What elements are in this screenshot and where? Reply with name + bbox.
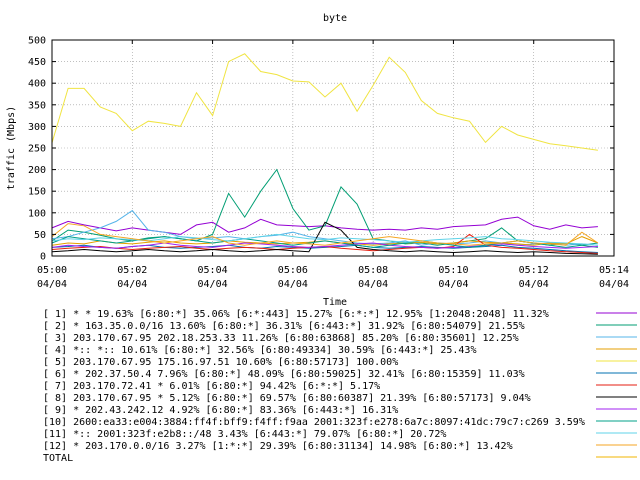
x-tick-time-label: 05:08 (358, 265, 388, 276)
x-tick-date-label: 04/04 (599, 279, 629, 290)
x-tick-time-label: 05:02 (117, 265, 147, 276)
y-tick-label: 200 (28, 165, 46, 176)
x-tick-date-label: 04/04 (117, 279, 147, 290)
x-tick-date-label: 04/04 (358, 279, 388, 290)
series-line-8 (51, 221, 598, 255)
legend-label-total: TOTAL (43, 453, 73, 464)
legend-label-10: [10] 2600:ea33:e004:3884:ff4f:bff9:f4ff:… (43, 417, 585, 428)
legend-label-7: [ 7] 203.170.72.41 * 6.01% [6:80:*] 94.4… (43, 381, 380, 392)
series-line-9 (51, 242, 598, 249)
x-tick-time-label: 05:12 (519, 265, 549, 276)
x-axis-label: Time (323, 297, 347, 308)
y-tick-label: 450 (28, 57, 46, 68)
y-tick-label: 250 (28, 144, 46, 155)
y-tick-label: 50 (34, 230, 46, 241)
legend-label-4: [ 4] *:: *:: 10.61% [6:80:*] 32.56% [6:8… (43, 345, 476, 356)
x-tick-date-label: 04/04 (278, 279, 308, 290)
y-tick-label: 300 (28, 122, 46, 133)
x-tick-date-label: 04/04 (519, 279, 549, 290)
legend-label-11: [11] *:: 2001:323f:e2b8::/48 3.43% [6:44… (43, 429, 446, 440)
y-axis-label: traffic (Mbps) (6, 106, 17, 190)
chart-title: byte (323, 13, 347, 24)
x-tick-date-label: 04/04 (198, 279, 228, 290)
legend-label-6: [ 6] * 202.37.50.4 7.96% [6:80:*] 48.09%… (43, 369, 525, 380)
x-tick-time-label: 05:04 (198, 265, 228, 276)
legend-label-2: [ 2] * 163.35.0.0/16 13.60% [6:80:*] 36.… (43, 321, 525, 332)
x-tick-time-label: 05:00 (37, 265, 67, 276)
legend-label-5: [ 5] 203.170.67.95 175.16.97.51 10.60% [… (43, 357, 398, 368)
y-tick-label: 150 (28, 187, 46, 198)
y-tick-label: 500 (28, 36, 46, 47)
series-line-12 (51, 223, 599, 246)
x-tick-time-label: 05:06 (278, 265, 308, 276)
series-line-5 (51, 53, 598, 151)
x-tick-time-label: 05:14 (599, 265, 629, 276)
series-line-2 (51, 168, 598, 248)
y-tick-label: 400 (28, 79, 46, 90)
legend-label-12: [12] * 203.170.0.0/16 3.27% [1:*:*] 29.3… (43, 441, 513, 452)
legend-label-3: [ 3] 203.170.67.95 202.18.253.33 11.26% … (43, 333, 519, 344)
grid-lines (52, 40, 614, 256)
y-tick-label: 100 (28, 208, 46, 219)
x-tick-time-label: 05:10 (438, 265, 468, 276)
legend-label-1: [ 1] * * 19.63% [6:80:*] 35.06% [6:*:443… (43, 309, 549, 320)
legend-label-9: [ 9] * 202.43.242.12 4.92% [6:80:*] 83.3… (43, 405, 398, 416)
y-axis-ticks: 0 50 100 150 200 250 300 350 400 450 500 (28, 36, 614, 263)
x-axis-ticks: 05:00 04/04 05:02 04/04 05:04 04/04 05:06 04/04… (37, 40, 629, 290)
y-tick-label: 0 (40, 252, 46, 263)
x-tick-date-label: 04/04 (438, 279, 468, 290)
series-lines (51, 53, 599, 255)
y-tick-label: 350 (28, 100, 46, 111)
legend-label-8: [ 8] 203.170.67.95 * 5.12% [6:80:*] 69.5… (43, 393, 531, 404)
legend: [ 1] * * 19.63% [6:80:*] 35.06% [6:*:443… (43, 309, 637, 464)
x-tick-date-label: 04/04 (37, 279, 67, 290)
